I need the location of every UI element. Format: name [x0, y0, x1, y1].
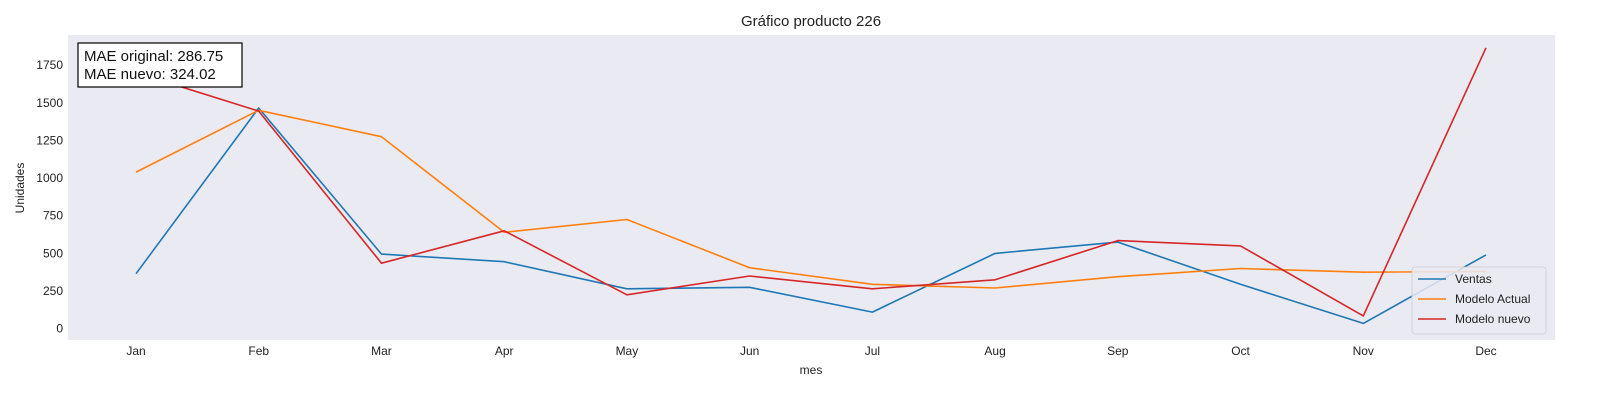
y-axis: 0 250 500 750 1000 1250 1500 1750 [36, 58, 63, 336]
legend-label: Modelo Actual [1455, 292, 1530, 306]
annotation-line-1: MAE original: 286.75 [84, 48, 223, 65]
y-tick-label: 250 [43, 284, 63, 298]
x-tick-label: May [616, 344, 639, 358]
y-tick-label: 500 [43, 246, 63, 260]
legend-label: Modelo nuevo [1455, 312, 1531, 326]
series-lines [135, 47, 1487, 325]
series-line-modelo-nuevo [135, 47, 1487, 317]
x-tick-label: Jun [740, 344, 759, 358]
x-tick-label: Jan [126, 344, 145, 358]
plot-area [68, 35, 1555, 340]
x-tick-label: Feb [248, 344, 269, 358]
x-tick-label: Mar [371, 344, 392, 358]
x-tick-label: Nov [1353, 344, 1374, 358]
x-tick-label: Aug [984, 344, 1005, 358]
series-line-modelo-actual [135, 109, 1487, 289]
annotation-line-2: MAE nuevo: 324.02 [84, 66, 216, 83]
legend-box [1411, 266, 1547, 335]
legend: Ventas Modelo Actual Modelo nuevo [1411, 266, 1547, 335]
x-tick-label: Sep [1107, 344, 1129, 358]
x-axis-label: mes [800, 363, 823, 377]
y-tick-label: 1750 [36, 58, 63, 72]
x-tick-label: Apr [495, 344, 514, 358]
x-axis: Jan Feb Mar Apr May Jun Jul Aug Sep Oct Nov Dec [126, 344, 1496, 358]
series-line-ventas [135, 107, 1487, 325]
x-tick-label: Oct [1231, 344, 1250, 358]
chart-title: Gráfico producto 226 [741, 13, 881, 30]
legend-label: Ventas [1455, 272, 1492, 286]
mae-annotation: MAE original: 286.75 MAE nuevo: 324.02 [77, 42, 243, 88]
y-tick-label: 1000 [36, 171, 63, 185]
y-tick-label: 1500 [36, 96, 63, 110]
x-tick-label: Jul [865, 344, 880, 358]
y-tick-label: 1250 [36, 133, 63, 147]
x-tick-label: Dec [1475, 344, 1496, 358]
annotation-box [77, 42, 243, 88]
y-tick-label: 0 [56, 322, 63, 336]
y-tick-label: 750 [43, 209, 63, 223]
y-axis-label: Unidades [13, 163, 27, 214]
